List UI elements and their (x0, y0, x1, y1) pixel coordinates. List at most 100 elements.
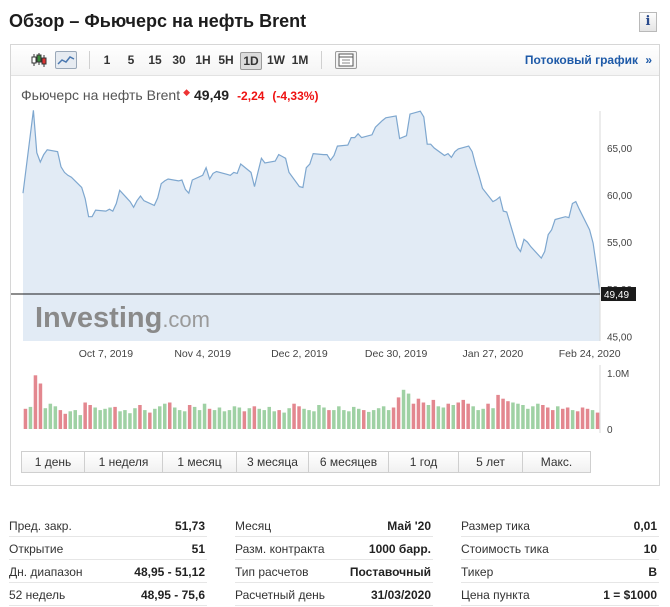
watermark-domain: .com (162, 307, 210, 332)
volume-bar (68, 411, 72, 429)
volume-bar (23, 408, 28, 429)
volume-bar (471, 406, 475, 429)
stat-value: 31/03/2020 (370, 588, 431, 602)
volume-bar (585, 408, 590, 429)
volume-bar (292, 403, 296, 429)
stat-label: Пред. закр. (9, 519, 72, 533)
volume-bar (411, 403, 416, 429)
volume-bar (476, 410, 480, 429)
volume-bar (496, 394, 500, 429)
timeframe-15[interactable]: 15 (148, 53, 162, 67)
volume-bar (312, 411, 316, 429)
volume-bar (421, 402, 426, 429)
chart-settings-icon[interactable] (335, 51, 357, 69)
volume-bar (327, 410, 331, 429)
stream-chart-link[interactable]: Потоковый график » (525, 53, 652, 67)
stat-row: Открытие 51 (9, 537, 207, 560)
price-change-percent: (-4,33%) (272, 89, 319, 103)
price-line (22, 110, 601, 295)
timeframe-5[interactable]: 5 (127, 53, 135, 67)
page-header: Обзор – Фьючерс на нефть Brent i (9, 8, 661, 36)
volume-bar (133, 408, 137, 429)
volume-bar (362, 410, 366, 429)
volume-bar (63, 413, 67, 429)
timeframe-1h[interactable]: 1H (195, 53, 211, 67)
volume-bar (272, 411, 276, 429)
stat-value: 0,01 (633, 519, 657, 533)
volume-bar (33, 375, 38, 429)
volume-bar (143, 410, 147, 429)
volume-bar (232, 406, 237, 429)
volume-bar (317, 405, 321, 429)
stat-label: Стоимость тика (461, 542, 549, 556)
volume-bar (173, 407, 177, 429)
volume-bar (282, 412, 286, 429)
last-price-label: 49,49 (604, 290, 629, 301)
line-chart-icon[interactable] (55, 51, 77, 69)
volume-bar (153, 408, 157, 429)
volume-bar (506, 401, 510, 429)
volume-tick-label: 0 (607, 425, 613, 436)
volume-bar (187, 405, 192, 429)
range-1-year[interactable]: 1 год (389, 451, 459, 473)
x-tick-label: Nov 4, 2019 (174, 348, 231, 360)
volume-bar (252, 406, 257, 429)
volume-bar (237, 407, 242, 429)
volume-bar (481, 408, 485, 429)
timeframe-5h[interactable]: 5H (218, 53, 234, 67)
market-status-icon: ◆ (183, 87, 191, 97)
range-1-week[interactable]: 1 неделя (85, 451, 163, 473)
stat-row: Разм. контракта 1000 барр. (235, 537, 433, 560)
range-selector: 1 день 1 неделя 1 месяц 3 месяца 6 месяц… (21, 451, 591, 473)
stat-value: B (648, 565, 657, 579)
volume-bar (531, 406, 535, 429)
range-max[interactable]: Макс. (523, 451, 591, 473)
watermark-brand: Investing (35, 302, 162, 334)
volume-bar (222, 411, 227, 429)
stat-value: 10 (643, 542, 657, 556)
volume-bar (108, 407, 112, 429)
range-1-day[interactable]: 1 день (21, 451, 85, 473)
timeframe-1[interactable]: 1 (103, 53, 111, 67)
chart-panel: 1 5 15 30 1H 5H 1D 1W 1M Потоковый графи… (10, 44, 660, 486)
volume-bar (491, 408, 495, 429)
stream-chart-label: Потоковый график (524, 53, 638, 67)
timeframe-1d[interactable]: 1D (240, 52, 262, 70)
timeframe-30[interactable]: 30 (172, 53, 186, 67)
investing-watermark: Investing.com (35, 302, 210, 334)
x-tick-label: Dec 30, 2019 (365, 348, 428, 360)
candlestick-icon[interactable] (29, 51, 49, 69)
timeframe-1w[interactable]: 1W (267, 53, 285, 67)
volume-bar (163, 403, 167, 429)
volume-bar (357, 408, 361, 429)
volume-bar (113, 406, 117, 429)
stat-row: Цена пункта 1 = $1000 (461, 583, 659, 606)
volume-bar (551, 410, 555, 429)
range-6-months[interactable]: 6 месяцев (309, 451, 389, 473)
volume-bar (197, 410, 202, 429)
range-1-month[interactable]: 1 месяц (163, 451, 237, 473)
range-5-years[interactable]: 5 лет (459, 451, 523, 473)
volume-bar (441, 407, 446, 429)
x-tick-label: Oct 7, 2019 (79, 348, 133, 360)
volume-bar (38, 383, 43, 429)
range-3-months[interactable]: 3 месяца (237, 451, 309, 473)
volume-bar (257, 408, 261, 429)
volume-bar (322, 407, 326, 429)
volume-bar (396, 397, 401, 429)
quote-line: Фьючерс на нефть Brent ◆ 49,49 -2,24 (-4,33%… (21, 87, 318, 105)
info-icon[interactable]: i (639, 12, 657, 32)
price-chart[interactable]: Investing.com45,0050,0055,0060,0065,0049… (11, 105, 659, 447)
volume-bar (138, 405, 142, 429)
stat-row: 52 недель 48,95 - 75,6 (9, 583, 207, 606)
stats-column-1: Пред. закр. 51,73 Открытие 51 Дн. диапазон… (9, 514, 207, 606)
volume-bar (207, 408, 212, 429)
timeframe-1m[interactable]: 1M (291, 53, 309, 67)
volume-bar (227, 410, 232, 429)
volume-bar (148, 412, 152, 429)
stat-value: 51,73 (174, 519, 205, 533)
y-tick-label: 55,00 (607, 238, 632, 249)
x-tick-label: Feb 24, 2020 (559, 348, 621, 360)
stats-column-3: Размер тика 0,01 Стоимость тика 10 Тикер B … (461, 514, 659, 606)
volume-bar (123, 410, 127, 429)
